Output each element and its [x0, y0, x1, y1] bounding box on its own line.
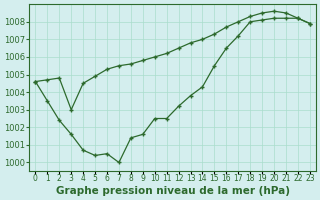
X-axis label: Graphe pression niveau de la mer (hPa): Graphe pression niveau de la mer (hPa) — [56, 186, 290, 196]
